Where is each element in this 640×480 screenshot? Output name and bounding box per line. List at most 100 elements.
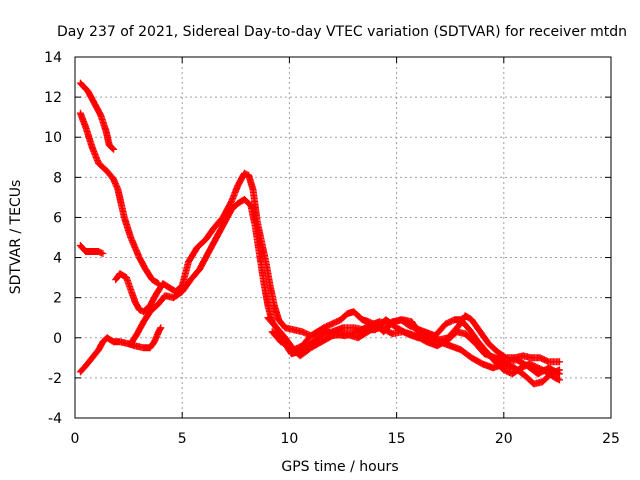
data-point <box>172 296 175 299</box>
plot-area <box>76 79 563 388</box>
data-point <box>455 330 458 333</box>
y-tick-label: 12 <box>44 90 62 106</box>
data-point <box>369 328 373 331</box>
data-point <box>554 376 557 380</box>
data-point <box>138 308 141 311</box>
data-point <box>264 260 268 263</box>
data-point <box>301 344 304 347</box>
axis-ticks: 0 5 10 15 20 25 -4 -2 0 2 4 6 8 10 12 14 <box>44 50 620 447</box>
data-point <box>536 366 540 370</box>
data-point <box>213 226 216 229</box>
data-point <box>352 326 355 329</box>
data-point <box>101 340 105 343</box>
data-point <box>243 198 246 201</box>
data-point <box>215 236 218 239</box>
data-point <box>341 326 345 329</box>
data-point <box>470 318 473 321</box>
data-point <box>346 312 349 315</box>
data-point <box>464 332 467 335</box>
data-point <box>221 216 225 219</box>
y-tick-label: 14 <box>44 50 62 66</box>
data-point <box>519 366 523 370</box>
data-point <box>97 250 100 253</box>
data-point <box>558 372 561 376</box>
data-point <box>513 366 516 370</box>
y-tick-label: 10 <box>44 130 62 146</box>
data-point <box>150 278 154 281</box>
data-point <box>558 360 561 364</box>
data-point <box>125 276 128 279</box>
data-point <box>84 125 87 129</box>
data-point <box>474 342 478 345</box>
data-point <box>423 330 426 333</box>
data-point <box>530 356 533 360</box>
data-point <box>268 284 272 287</box>
data-point <box>155 292 158 295</box>
data-point <box>133 344 137 347</box>
series-markers <box>76 109 163 288</box>
data-point <box>395 326 398 329</box>
data-point <box>133 300 137 303</box>
data-point <box>410 320 413 323</box>
data-point <box>539 356 542 360</box>
data-point <box>356 330 360 333</box>
data-point <box>148 304 152 307</box>
data-point <box>249 204 253 207</box>
data-point <box>453 318 456 321</box>
data-point <box>496 350 499 354</box>
data-point <box>144 268 147 271</box>
data-point <box>247 174 250 177</box>
data-point <box>275 326 278 329</box>
data-point <box>105 170 109 173</box>
x-tick-label: 5 <box>178 431 187 447</box>
data-point <box>236 202 240 205</box>
y-axis-label: SDTVAR / TECUs <box>8 180 24 295</box>
data-point <box>168 286 171 289</box>
data-point <box>112 178 115 181</box>
data-point <box>433 334 437 337</box>
data-point <box>97 348 100 352</box>
data-point <box>198 268 201 271</box>
data-point <box>283 336 287 339</box>
data-point <box>425 340 428 343</box>
data-point <box>331 322 334 325</box>
data-point <box>84 250 87 253</box>
data-point <box>504 360 508 364</box>
data-point <box>236 184 240 187</box>
data-point <box>116 188 120 191</box>
data-point <box>273 304 276 307</box>
data-point <box>547 360 551 364</box>
data-point <box>380 326 383 329</box>
data-point <box>352 310 355 313</box>
data-point <box>97 162 100 165</box>
data-point <box>135 332 139 335</box>
data-point <box>101 252 105 255</box>
data-point <box>123 216 126 219</box>
data-point <box>279 340 283 343</box>
y-tick-label: 6 <box>53 210 62 226</box>
data-point <box>309 334 313 337</box>
data-point <box>339 318 343 321</box>
data-point <box>206 252 210 255</box>
x-tick-label: 25 <box>602 431 620 447</box>
data-point <box>266 316 270 319</box>
data-point <box>230 208 233 211</box>
data-point <box>196 246 199 249</box>
data-point <box>79 370 82 374</box>
data-point <box>142 310 145 313</box>
data-point <box>444 322 448 325</box>
data-point <box>163 294 167 297</box>
data-point <box>251 188 255 191</box>
data-point <box>558 378 561 382</box>
data-point <box>266 304 270 307</box>
data-point <box>436 344 439 347</box>
data-point <box>524 374 527 378</box>
data-point <box>414 334 418 337</box>
data-point <box>181 290 184 293</box>
data-point <box>104 130 108 133</box>
data-point <box>86 89 90 93</box>
data-point <box>301 330 304 333</box>
data-point <box>536 372 540 376</box>
y-tick-label: 4 <box>53 251 62 267</box>
data-point <box>483 352 486 356</box>
